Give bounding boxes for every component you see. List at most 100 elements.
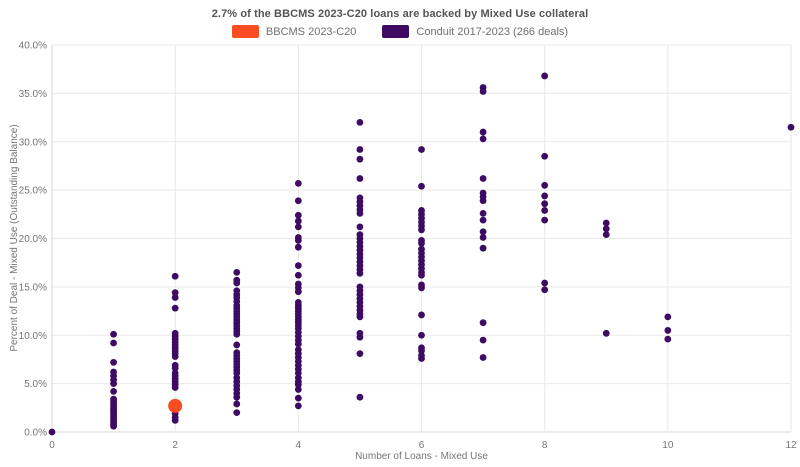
data-point-conduit[interactable] [294,288,302,296]
data-point-conduit[interactable] [233,393,241,401]
data-point-conduit[interactable] [664,313,672,321]
data-point-conduit[interactable] [110,330,117,338]
data-point-conduit[interactable] [356,313,364,321]
data-point-conduit[interactable] [479,88,487,95]
data-point-conduit[interactable] [602,219,610,227]
data-point-conduit[interactable] [541,216,549,224]
data-point-conduit[interactable] [294,402,302,410]
data-point-conduit[interactable] [171,364,179,372]
data-point-conduit[interactable] [294,243,302,251]
data-point-conduit[interactable] [171,294,179,301]
data-point-conduit[interactable] [294,237,302,244]
data-point-conduit[interactable] [356,269,364,277]
data-point-conduit[interactable] [233,369,241,377]
data-point-conduit[interactable] [787,123,795,131]
data-point-conduit[interactable] [356,175,364,182]
data-point-conduit[interactable] [110,380,117,388]
data-point-conduit[interactable] [48,428,56,436]
data-point-conduit[interactable] [171,272,179,280]
data-point-conduit[interactable] [418,182,425,190]
data-point-conduit[interactable] [171,416,179,424]
data-point-conduit[interactable] [479,216,487,224]
data-point-conduit[interactable] [294,381,302,388]
data-point-conduit[interactable] [541,200,549,208]
data-point-conduit[interactable] [294,223,302,231]
y-tick-label: 20.0% [19,234,47,245]
legend-swatch-conduit [382,25,410,38]
data-point-conduit[interactable] [294,271,302,279]
data-point-conduit[interactable] [233,268,241,276]
data-point-conduit[interactable] [479,244,487,252]
data-point-conduit[interactable] [294,340,302,348]
data-point-conduit[interactable] [356,155,364,163]
data-point-conduit[interactable] [479,209,487,217]
data-point-conduit[interactable] [479,336,487,344]
data-point-conduit[interactable] [479,175,487,182]
data-point-conduit[interactable] [356,350,364,358]
data-point-conduit[interactable] [356,209,364,217]
data-point-conduit[interactable] [356,393,364,401]
data-point-conduit[interactable] [541,192,549,200]
data-point-conduit[interactable] [171,289,179,297]
legend-label-bbcms: BBCMS 2023-C20 [265,25,357,38]
data-point-conduit[interactable] [233,400,241,408]
data-point-conduit[interactable] [479,354,487,361]
data-point-conduit[interactable] [233,279,241,287]
data-point-conduit[interactable] [233,330,241,338]
data-point-conduit[interactable] [294,211,302,219]
data-point-conduit[interactable] [541,72,549,80]
data-point-conduit[interactable] [418,284,425,292]
legend-label-conduit: Conduit 2017-2023 (266 deals) [416,25,569,38]
y-tick-label: 15.0% [19,282,47,293]
data-point-conduit[interactable] [294,179,302,187]
data-point-conduit[interactable] [418,355,425,362]
legend-item-conduit[interactable]: Conduit 2017-2023 (266 deals) [382,25,568,38]
data-point-conduit[interactable] [541,207,549,214]
data-point-conduit[interactable] [418,347,425,355]
data-point-conduit[interactable] [541,286,549,294]
data-point-conduit[interactable] [356,119,364,126]
data-point-conduit[interactable] [356,146,364,153]
data-point-conduit[interactable] [294,217,302,225]
data-point-conduit[interactable] [664,327,672,334]
data-point-conduit[interactable] [479,135,487,143]
y-axis-title: Percent of Deal - Mixed Use (Outstanding… [9,124,20,352]
data-point-conduit[interactable] [418,239,425,247]
data-point-conduit[interactable] [233,409,241,417]
data-point-conduit[interactable] [356,223,364,231]
data-point-conduit[interactable] [171,304,179,312]
data-point-conduit[interactable] [233,341,241,349]
data-point-conduit[interactable] [294,197,302,205]
data-point-conduit[interactable] [602,329,610,337]
data-point-conduit[interactable] [479,234,487,241]
data-point-conduit[interactable] [356,333,364,341]
data-point-conduit[interactable] [541,152,549,160]
data-point-conduit[interactable] [479,319,487,327]
data-point-conduit[interactable] [418,331,425,339]
data-point-conduit[interactable] [541,279,549,287]
data-point-conduit[interactable] [418,271,425,279]
data-point-conduit[interactable] [418,226,425,234]
data-point-conduit[interactable] [110,387,117,395]
data-point-conduit[interactable] [110,358,117,366]
chart-title: 2.7% of the BBCMS 2023-C20 loans are bac… [211,8,589,20]
data-point-conduit[interactable] [110,339,117,347]
data-point-conduit[interactable] [602,225,610,233]
legend-item-bbcms[interactable]: BBCMS 2023-C20 [231,25,357,38]
data-point-conduit[interactable] [171,384,179,391]
data-point-bbcms[interactable] [168,398,183,413]
data-point-conduit[interactable] [602,231,610,239]
data-point-conduit[interactable] [664,335,672,343]
data-point-conduit[interactable] [294,369,302,377]
data-point-conduit[interactable] [294,394,302,402]
data-point-conduit[interactable] [418,311,425,319]
data-point-conduit[interactable] [479,228,487,236]
data-point-conduit[interactable] [479,128,487,136]
data-point-conduit[interactable] [541,181,549,189]
data-point-conduit[interactable] [418,146,425,153]
data-point-conduit[interactable] [294,262,302,269]
data-point-conduit[interactable] [110,422,117,430]
data-point-conduit[interactable] [171,353,179,360]
data-point-conduit[interactable] [294,386,302,393]
data-point-conduit[interactable] [479,197,487,205]
